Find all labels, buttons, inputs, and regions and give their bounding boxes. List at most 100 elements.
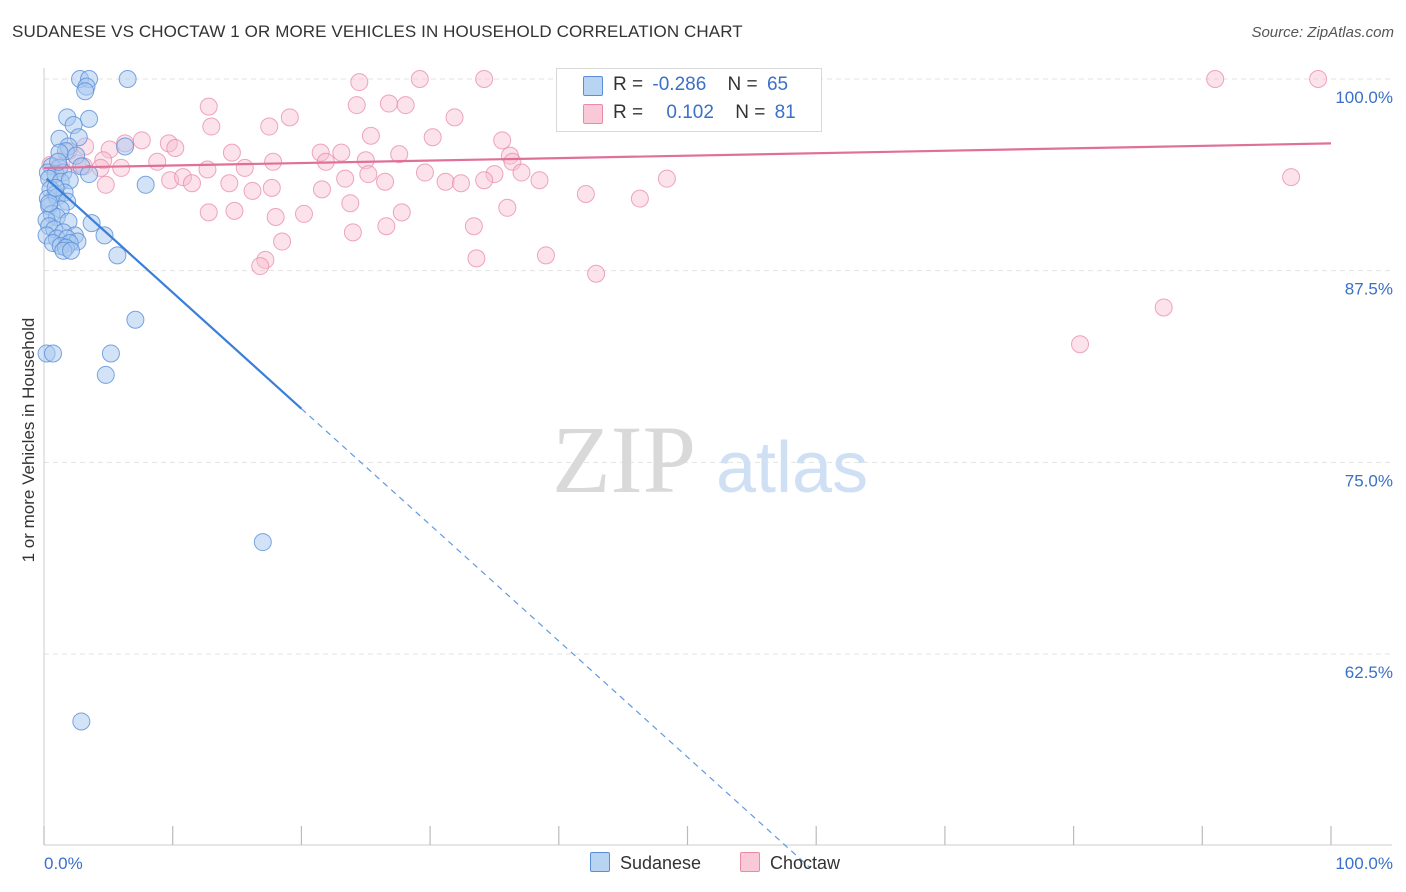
choctaw-point-22 <box>423 128 442 147</box>
y-axis-label-wrap: 1 or more Vehicles in Household <box>14 275 44 605</box>
sudanese-point-6 <box>80 109 99 128</box>
bottom-legend-choctaw: Choctaw <box>740 852 840 874</box>
choctaw-point-67 <box>262 178 281 197</box>
choctaw-point-86 <box>1071 335 1090 354</box>
choctaw-point-75 <box>225 201 244 220</box>
choctaw-point-0 <box>350 73 369 92</box>
legend-n-label: N = <box>735 102 766 123</box>
choctaw-point-17 <box>202 117 221 136</box>
choctaw-point-33 <box>390 145 409 164</box>
choctaw-point-88 <box>273 232 292 251</box>
choctaw-point-21 <box>361 126 380 145</box>
choctaw-point-49 <box>359 165 378 184</box>
y-tick-label-2: 75.0% <box>1345 471 1393 490</box>
choctaw-point-62 <box>657 169 676 188</box>
trend-lines <box>43 142 1332 868</box>
choctaw-point-24 <box>132 131 151 150</box>
choctaw-trend-line <box>43 142 1332 170</box>
choctaw-point-16 <box>280 108 299 127</box>
choctaw-point-64 <box>96 175 115 194</box>
choctaw-point-59 <box>451 174 470 193</box>
sudanese-point-61 <box>72 712 91 731</box>
sudanese-point-63 <box>49 152 68 171</box>
legend-n-value-choctaw: 81 <box>774 102 796 123</box>
choctaw-point-29 <box>166 139 185 157</box>
chart-title: SUDANESE VS CHOCTAW 1 OR MORE VEHICLES I… <box>12 22 743 41</box>
choctaw-point-68 <box>312 180 331 199</box>
watermark-zip: ZIP <box>552 406 696 513</box>
correlation-legend: R = -0.286 N = 65 R = 0.102 N = 81 <box>556 68 822 132</box>
sudanese-points <box>37 70 272 731</box>
sudanese-trend-line <box>45 177 303 410</box>
choctaw-point-63 <box>1282 168 1301 187</box>
choctaw-point-56 <box>336 169 355 188</box>
choctaw-point-37 <box>148 152 167 171</box>
choctaw-point-66 <box>243 181 262 200</box>
sudanese-point-57 <box>44 344 63 363</box>
choctaw-point-48 <box>235 158 254 177</box>
choctaw-point-30 <box>222 143 241 162</box>
choctaw-point-31 <box>311 143 330 162</box>
sudanese-point-44 <box>95 226 114 245</box>
legend-n-value-sudanese: 65 <box>766 74 789 95</box>
choctaw-point-58 <box>436 172 455 191</box>
sudanese-point-26 <box>136 175 155 194</box>
legend-swatch-sudanese <box>583 76 603 96</box>
y-tick-label-3: 62.5% <box>1345 663 1393 682</box>
choctaw-point-14 <box>379 94 398 113</box>
legend-swatch-choctaw <box>583 104 603 124</box>
choctaw-point-2 <box>475 70 494 88</box>
legend-r-value-choctaw: 0.102 <box>666 102 714 123</box>
choctaw-point-70 <box>630 189 649 208</box>
choctaw-point-76 <box>266 208 285 226</box>
watermark: ZIP atlas <box>552 406 868 513</box>
choctaw-point-74 <box>199 203 218 222</box>
bottom-legend-swatch-sudanese <box>590 852 610 872</box>
y-axis-label: 1 or more Vehicles in Household <box>19 317 38 563</box>
choctaw-point-38 <box>264 152 283 171</box>
sudanese-point-62 <box>40 194 59 213</box>
choctaw-point-46 <box>112 158 131 177</box>
choctaw-point-12 <box>199 97 218 116</box>
x-tick-label-0: 0.0% <box>44 854 83 873</box>
choctaw-point-79 <box>464 217 483 236</box>
choctaw-point-32 <box>332 143 351 162</box>
choctaw-point-51 <box>485 165 504 184</box>
choctaw-point-10 <box>1206 70 1225 88</box>
bottom-legend-sudanese: Sudanese <box>590 852 701 874</box>
choctaw-point-85 <box>251 257 270 276</box>
choctaw-point-23 <box>493 131 512 150</box>
choctaw-point-71 <box>341 194 360 213</box>
sudanese-point-21 <box>80 165 99 184</box>
choctaw-point-13 <box>347 96 366 115</box>
choctaw-point-60 <box>475 171 494 190</box>
choctaw-point-1 <box>410 70 429 88</box>
choctaw-point-50 <box>415 163 434 182</box>
bottom-legend-label-choctaw: Choctaw <box>770 853 841 873</box>
choctaw-point-19 <box>445 108 464 127</box>
x-tick-label-1: 100.0% <box>1335 854 1393 873</box>
choctaw-point-20 <box>159 134 178 153</box>
sudanese-trend-extension <box>300 408 811 868</box>
choctaw-point-84 <box>587 264 606 283</box>
sudanese-point-59 <box>96 365 115 384</box>
sudanese-point-55 <box>126 310 145 329</box>
watermark-atlas: atlas <box>716 428 868 508</box>
sudanese-point-53 <box>62 241 81 260</box>
choctaw-point-52 <box>512 163 531 182</box>
sudanese-point-58 <box>101 344 120 363</box>
sudanese-point-38 <box>82 214 101 233</box>
choctaw-point-87 <box>1154 298 1173 317</box>
source-label: Source: ZipAtlas.com <box>1251 24 1394 41</box>
bottom-legend-swatch-choctaw <box>740 852 760 872</box>
choctaw-point-78 <box>377 217 396 236</box>
choctaw-point-18 <box>260 117 279 136</box>
choctaw-point-54 <box>173 168 192 187</box>
choctaw-point-83 <box>536 246 555 265</box>
choctaw-point-15 <box>396 96 415 115</box>
choctaw-point-82 <box>467 249 486 268</box>
tick-labels: 100.0% 87.5% 75.0% 62.5% 0.0% 100.0% <box>44 88 1393 873</box>
legend-r-label: R = <box>613 102 644 123</box>
choctaw-point-80 <box>343 223 362 242</box>
